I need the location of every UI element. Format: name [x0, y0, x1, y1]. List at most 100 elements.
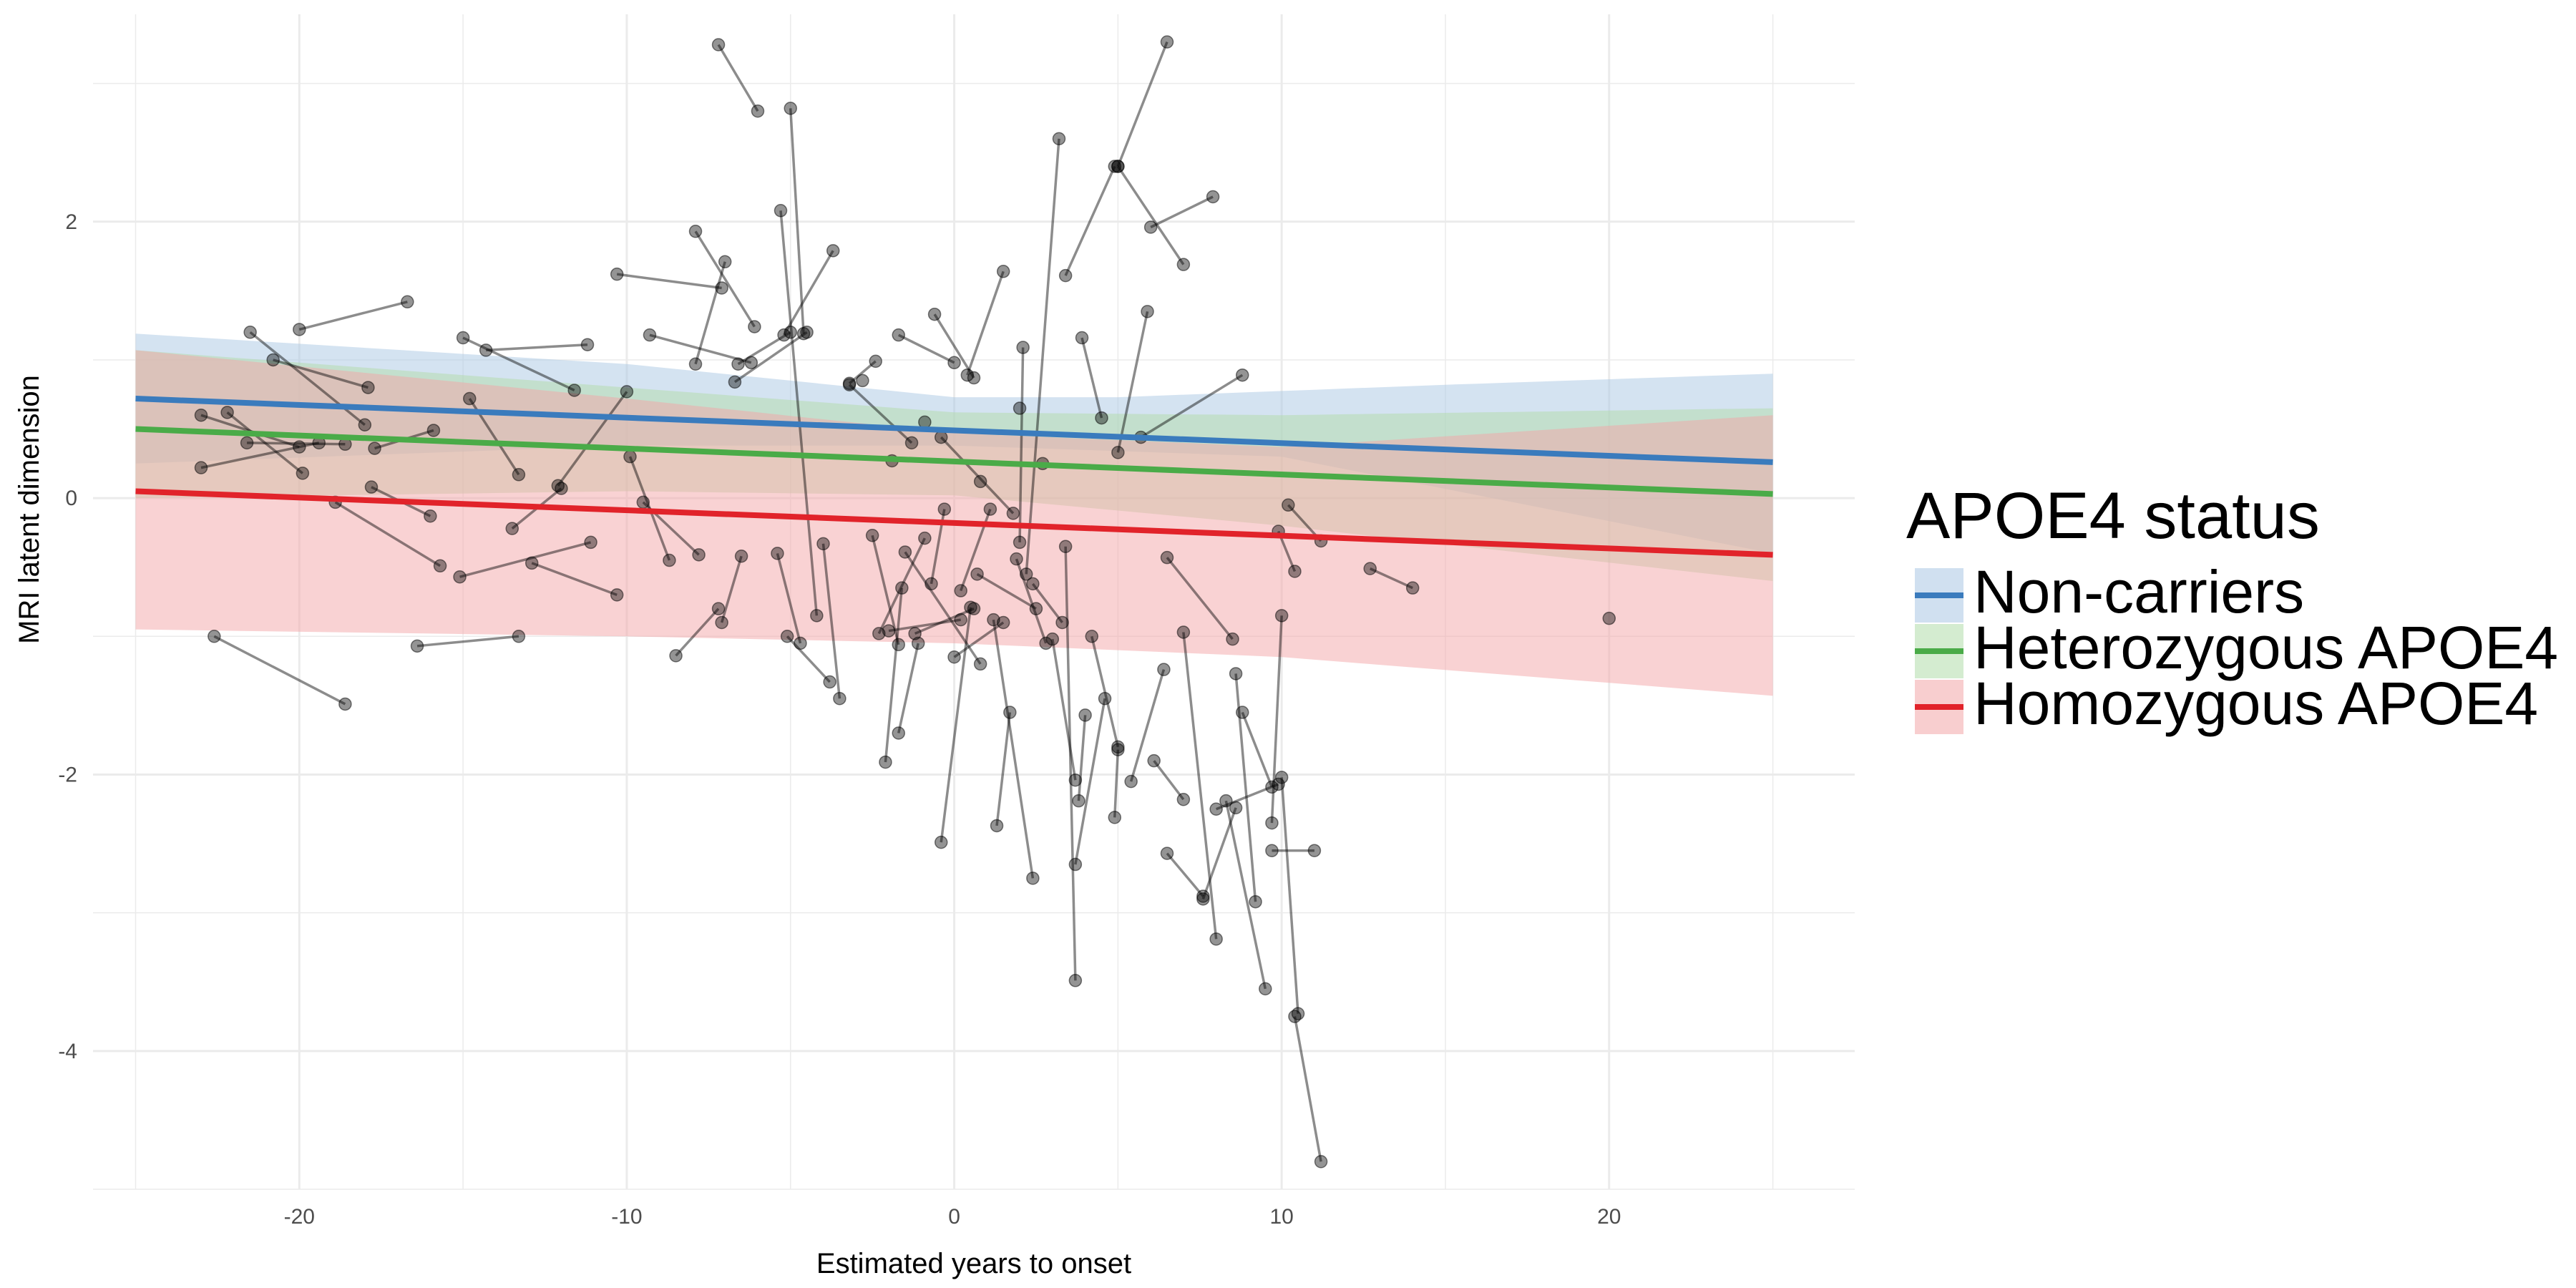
data-point	[688, 225, 703, 238]
y-axis-label: MRI latent dimension	[14, 375, 45, 644]
trajectory-line	[1116, 311, 1149, 453]
trajectory-line	[1113, 749, 1120, 818]
trajectory-line	[848, 384, 913, 444]
data-point	[892, 726, 905, 740]
legend-label-heterozygous: Heterozygous APOE4	[1974, 614, 2558, 681]
data-point	[1141, 305, 1154, 318]
trajectory-line	[1166, 557, 1234, 640]
x-tick-label: -20	[284, 1205, 315, 1229]
data-point	[748, 320, 761, 333]
data-point	[1072, 794, 1085, 808]
data-point	[426, 424, 441, 437]
trajectory-line	[789, 108, 805, 334]
data-point	[243, 326, 257, 339]
trajectory-line	[1091, 635, 1120, 748]
data-point	[479, 343, 493, 357]
data-point	[1249, 894, 1262, 909]
trajectory-line	[776, 552, 802, 644]
data-point	[833, 691, 847, 706]
x-tick-label: 20	[1597, 1205, 1621, 1229]
fit-lines	[135, 396, 1773, 558]
data-point	[869, 354, 882, 369]
data-point	[1078, 708, 1092, 722]
data-point	[823, 675, 836, 689]
trajectory-line	[459, 541, 592, 578]
data-point	[555, 482, 568, 495]
data-point	[194, 461, 208, 474]
data-point	[1010, 552, 1023, 566]
data-point	[1111, 740, 1125, 754]
legend-label-non-carriers: Non-carriers	[1974, 558, 2304, 625]
data-point	[826, 244, 840, 258]
data-point	[771, 547, 784, 560]
data-point	[1288, 1010, 1302, 1023]
trajectory-line	[1293, 1016, 1322, 1162]
y-tick-label: 0	[65, 487, 77, 510]
trajectory-line	[486, 343, 588, 352]
data-point	[856, 374, 869, 388]
trajectory-line	[1201, 807, 1237, 899]
data-point	[947, 650, 961, 664]
trajectory-line	[694, 261, 726, 365]
trajectory-line	[904, 551, 982, 665]
data-point	[777, 328, 791, 342]
trajectory-line	[1080, 337, 1103, 419]
data-point	[973, 657, 987, 671]
trajectory-line	[694, 230, 756, 328]
data-point	[983, 502, 997, 516]
data-point	[296, 467, 310, 480]
data-point	[1068, 857, 1083, 872]
data-point	[967, 602, 981, 615]
trajectory-line	[1031, 582, 1063, 624]
data-point	[1068, 773, 1083, 787]
trajectory-line	[821, 543, 841, 699]
trajectory-line	[1015, 558, 1048, 644]
data-point	[918, 531, 932, 545]
data-point	[1026, 577, 1040, 591]
data-point	[505, 522, 519, 535]
data-point	[1108, 811, 1122, 824]
data-point	[1013, 401, 1027, 415]
data-point	[433, 559, 447, 573]
data-point	[1176, 258, 1191, 271]
data-point	[1045, 632, 1060, 646]
trajectory-line	[888, 618, 961, 633]
data-point	[669, 649, 683, 663]
legend-key-homozygous	[1915, 680, 1963, 734]
data-point	[1085, 630, 1098, 643]
data-point	[1068, 974, 1083, 987]
data-point	[1111, 160, 1125, 173]
data-point	[401, 295, 414, 309]
data-point	[1098, 691, 1112, 706]
trajectory-line	[1166, 852, 1204, 897]
data-point	[908, 627, 922, 640]
data-point	[934, 430, 948, 444]
trajectory-line	[298, 301, 408, 331]
data-point	[1160, 35, 1174, 49]
trajectory-line	[786, 635, 831, 683]
trajectory-line	[871, 535, 900, 645]
data-point	[751, 104, 765, 118]
data-point	[623, 449, 637, 464]
data-point	[1602, 611, 1616, 625]
y-tick-label: -2	[58, 763, 77, 786]
trajectory-line	[200, 441, 320, 469]
trajectory-line	[226, 411, 303, 474]
data-point	[1274, 771, 1289, 784]
data-point	[361, 381, 375, 394]
trajectory-line	[1140, 374, 1244, 439]
data-point	[734, 550, 748, 563]
trajectory-line	[616, 273, 722, 290]
data-point	[1052, 132, 1066, 146]
trajectory-line	[557, 391, 628, 487]
data-point	[663, 553, 676, 567]
trajectory-line	[717, 44, 759, 112]
data-point	[996, 265, 1010, 278]
data-point	[293, 440, 306, 454]
data-point	[512, 468, 526, 482]
data-point	[1219, 794, 1233, 808]
trajectory-line	[940, 436, 1015, 514]
data-point	[1143, 220, 1158, 234]
data-point	[744, 356, 758, 370]
data-point	[1176, 625, 1191, 639]
